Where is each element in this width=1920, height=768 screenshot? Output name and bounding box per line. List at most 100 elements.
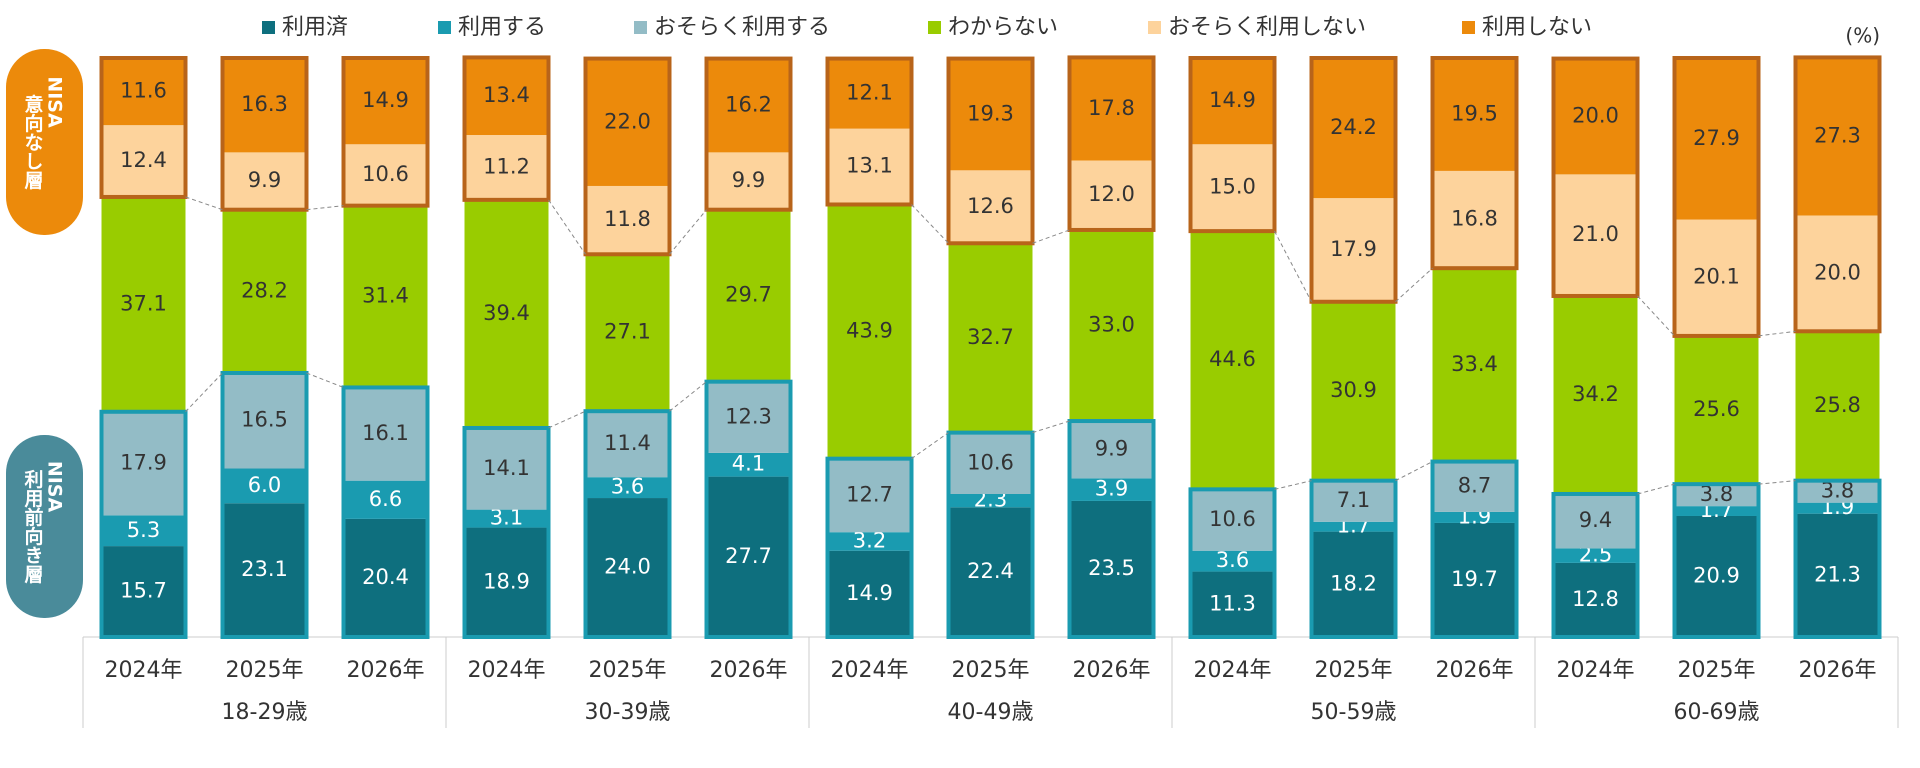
bar-segment: [706, 209, 791, 382]
data-label: 6.6: [369, 487, 402, 511]
data-label: 20.9: [1693, 563, 1740, 587]
data-label: 27.7: [725, 544, 772, 568]
connector: [669, 209, 707, 255]
connector: [911, 204, 949, 244]
x-tick-label: 2026年: [347, 658, 425, 683]
legend-swatch: [438, 21, 451, 34]
bar-segment: [1432, 58, 1517, 171]
bar-segment: [222, 503, 307, 637]
data-label: 10.6: [362, 162, 409, 186]
data-label: 20.4: [362, 565, 409, 589]
x-tick-label: 2025年: [1678, 658, 1756, 683]
bar-segment: [1674, 335, 1759, 485]
bar-segment: [706, 452, 791, 477]
bar-segment: [1190, 231, 1275, 490]
data-label: 19.5: [1451, 101, 1498, 125]
x-tick-label: 2026年: [1073, 658, 1151, 683]
group-outline: [220, 56, 309, 212]
group-outline: [704, 56, 793, 212]
data-label: 17.9: [1330, 237, 1377, 261]
group-label: 30-39歳: [585, 700, 671, 725]
x-tick-label: 2024年: [831, 658, 909, 683]
group-outline: [1067, 55, 1156, 232]
group-outline: [704, 379, 793, 640]
data-label: 22.4: [967, 559, 1014, 583]
data-label: 15.7: [120, 579, 167, 603]
bar-segment: [827, 58, 912, 129]
bar-segment: [1795, 502, 1880, 514]
bar-segment: [343, 144, 428, 206]
bar-segment: [706, 476, 791, 637]
connector: [911, 432, 949, 460]
group-outline: [825, 456, 914, 639]
connector: [669, 381, 707, 412]
data-label: 12.4: [120, 148, 167, 172]
legend-swatch: [928, 21, 941, 34]
bar-segment: [1069, 160, 1154, 230]
data-label: 9.9: [1095, 437, 1128, 461]
x-tick-label: 2024年: [1194, 658, 1272, 683]
group-outline: [946, 430, 1035, 639]
bar-segment: [585, 254, 670, 412]
group-outline: [1430, 56, 1519, 271]
bar-segment: [222, 58, 307, 153]
x-tick-label: 2024年: [105, 658, 183, 683]
data-label: 34.2: [1572, 382, 1619, 406]
group-outline: [220, 370, 309, 639]
bar-segment: [1553, 174, 1638, 296]
bar-segment: [1553, 562, 1638, 637]
bar-segment: [1311, 521, 1396, 532]
data-label: 18.2: [1330, 571, 1377, 595]
data-label: 33.0: [1088, 312, 1135, 336]
connector: [306, 205, 344, 211]
legend-label: おそらく利用しない: [1168, 15, 1366, 40]
data-label: 11.2: [483, 154, 530, 178]
data-label: 23.5: [1088, 556, 1135, 580]
data-label: 20.1: [1693, 265, 1740, 289]
bar-segment: [343, 480, 428, 519]
data-label: 9.9: [732, 168, 765, 192]
data-label: 32.7: [967, 325, 1014, 349]
data-label: 16.8: [1451, 207, 1498, 231]
group-outline: [99, 409, 188, 640]
bar-segment: [464, 527, 549, 637]
data-label: 13.4: [483, 83, 530, 107]
bar-segment: [827, 532, 912, 551]
group-outline: [1309, 56, 1398, 304]
data-label: 14.1: [483, 456, 530, 480]
data-label: 17.8: [1088, 96, 1135, 120]
connector: [1637, 295, 1675, 337]
bar-segment: [1069, 57, 1154, 161]
x-tick-label: 2025年: [589, 658, 667, 683]
data-label: 25.8: [1814, 393, 1861, 417]
bar-segment: [948, 170, 1033, 244]
data-label: 44.6: [1209, 347, 1256, 371]
data-label: 12.1: [846, 81, 893, 105]
group-label: 40-49歳: [948, 700, 1034, 725]
bar-segment: [222, 152, 307, 210]
bar-segment: [343, 58, 428, 145]
connector: [1395, 461, 1433, 482]
bar-segment: [464, 199, 549, 428]
bar-segment: [1432, 461, 1517, 512]
data-label: 28.2: [241, 278, 288, 302]
bar-segment: [1311, 301, 1396, 481]
x-tick-label: 2024年: [468, 658, 546, 683]
bar-segment: [1674, 484, 1759, 507]
data-label: 43.9: [846, 319, 893, 343]
bar-segment: [948, 507, 1033, 637]
bar-segment: [1795, 331, 1880, 481]
connector: [1274, 230, 1312, 302]
data-label: 10.6: [967, 450, 1014, 474]
bar-segment: [948, 58, 1033, 171]
x-tick-label: 2026年: [1436, 658, 1514, 683]
data-label: 23.1: [241, 557, 288, 581]
bar-segment: [343, 387, 428, 481]
data-label: 21.3: [1814, 562, 1861, 586]
bar-segment: [1190, 58, 1275, 145]
data-label: 31.4: [362, 284, 409, 308]
bar-segment: [1311, 480, 1396, 522]
bar-segment: [585, 185, 670, 255]
bar-segment: [464, 57, 549, 136]
